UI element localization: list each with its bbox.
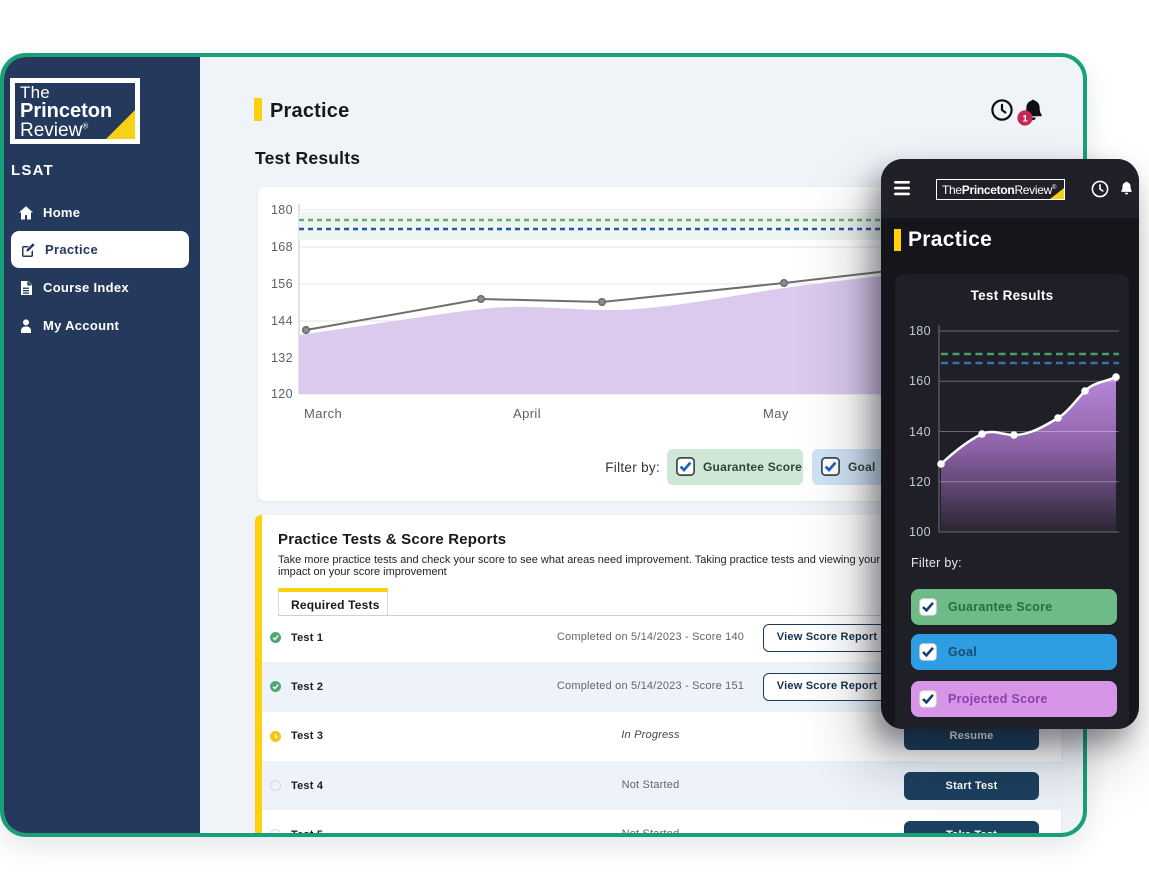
svg-text:1: 1 [1022, 113, 1028, 124]
